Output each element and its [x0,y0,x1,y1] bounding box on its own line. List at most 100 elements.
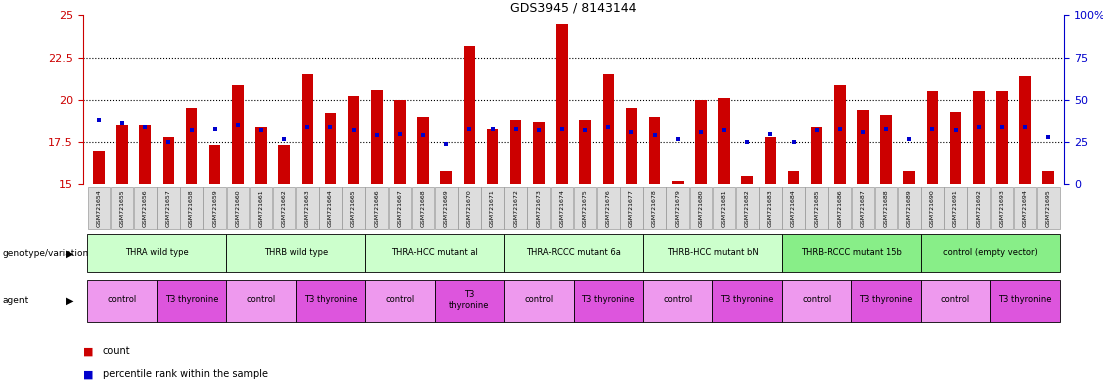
Text: control: control [246,295,276,305]
Bar [435,280,504,322]
Bar [347,96,360,184]
Bar [226,280,296,322]
Bar [388,187,411,230]
Bar [973,91,985,184]
Bar [620,187,643,230]
Text: agent: agent [2,296,29,305]
Bar [510,120,522,184]
Bar [116,125,128,184]
Bar [903,171,915,184]
Text: percentile rank within the sample: percentile rank within the sample [103,369,268,379]
Bar [927,91,939,184]
Bar [1042,171,1054,184]
Text: GSM721668: GSM721668 [420,190,426,227]
Text: GSM721695: GSM721695 [1046,189,1051,227]
Bar [898,187,921,230]
Text: THRA-HCC mutant al: THRA-HCC mutant al [392,248,478,257]
Text: GSM721675: GSM721675 [582,189,588,227]
Text: ■: ■ [83,369,94,379]
Bar [208,146,221,184]
Bar [1037,187,1060,230]
Bar [371,90,383,184]
Text: GSM721656: GSM721656 [142,190,148,227]
Bar [157,187,180,230]
Bar [180,187,203,230]
Text: GSM721688: GSM721688 [884,190,889,227]
Text: GSM721667: GSM721667 [397,189,403,227]
Text: GSM721677: GSM721677 [629,189,634,227]
Bar [597,187,620,230]
Text: THRB-HCC mutant bN: THRB-HCC mutant bN [666,248,759,257]
Text: GSM721657: GSM721657 [165,189,171,227]
Bar [967,187,990,230]
Text: GSM721689: GSM721689 [907,189,912,227]
Text: GSM721684: GSM721684 [791,189,796,227]
Bar [87,280,157,322]
Text: GSM721654: GSM721654 [96,189,101,227]
Bar [579,120,591,184]
Text: GSM721658: GSM721658 [189,190,194,227]
Text: THRB wild type: THRB wild type [264,248,328,257]
Text: GSM721674: GSM721674 [559,189,565,227]
Bar [249,187,272,230]
Bar [550,187,574,230]
Bar [944,187,967,230]
Bar [365,280,435,322]
Bar [255,127,267,184]
Bar [880,115,892,184]
Bar [996,91,1008,184]
Bar [417,117,429,184]
Text: GSM721671: GSM721671 [490,189,495,227]
Bar [301,74,313,184]
Text: control: control [524,295,554,305]
Bar [185,108,197,184]
Bar [319,187,342,230]
Bar [689,187,713,230]
Bar [852,280,921,322]
Bar [411,187,435,230]
Text: GSM721692: GSM721692 [976,189,982,227]
Text: genotype/variation: genotype/variation [2,249,88,258]
Text: GSM721686: GSM721686 [837,190,843,227]
Bar [805,187,828,230]
Text: control: control [802,295,832,305]
Text: GSM721682: GSM721682 [745,189,750,227]
Text: GSM721655: GSM721655 [119,190,125,227]
Bar [718,98,730,184]
Text: count: count [103,346,130,356]
Text: GSM721666: GSM721666 [374,190,379,227]
Bar [87,234,226,273]
Bar [643,187,666,230]
Bar [486,129,499,184]
Text: GSM721662: GSM721662 [281,189,287,227]
Bar [435,187,458,230]
Bar [226,187,249,230]
Bar [440,171,452,184]
Text: control: control [385,295,415,305]
Bar [463,46,475,184]
Text: T3 thyronine: T3 thyronine [303,295,357,305]
Text: GSM721663: GSM721663 [304,189,310,227]
Bar [504,280,574,322]
Bar [504,187,527,230]
Bar [852,187,875,230]
Bar [533,122,545,184]
Text: GSM721679: GSM721679 [675,189,681,227]
Bar [741,176,753,184]
Text: T3 thyronine: T3 thyronine [998,295,1052,305]
Bar [672,181,684,184]
Text: control: control [107,295,137,305]
Bar [574,280,643,322]
Bar [782,187,805,230]
Bar [527,187,550,230]
Bar [157,280,226,322]
Text: GSM721672: GSM721672 [513,189,518,227]
Text: T3
thyronine: T3 thyronine [449,290,490,310]
Text: GSM721673: GSM721673 [536,189,542,227]
Bar [394,100,406,184]
Bar [782,234,921,273]
Bar [556,24,568,184]
Text: GSM721681: GSM721681 [721,190,727,227]
Bar [643,234,782,273]
Bar [788,171,800,184]
